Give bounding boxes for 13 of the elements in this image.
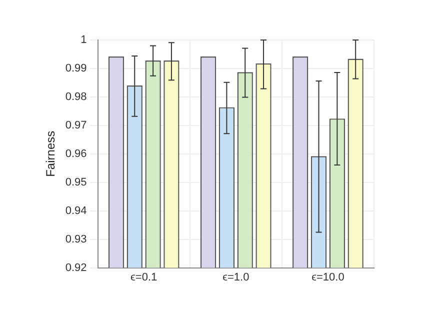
y-tick-label: 0.95 xyxy=(65,176,87,188)
x-tick-label: ϵ=0.1 xyxy=(130,271,158,284)
y-tick-label: 0.96 xyxy=(65,148,87,160)
y-tick-label: 0.98 xyxy=(65,90,87,103)
y-tick-label: 0.99 xyxy=(65,62,87,75)
y-tick-label: 0.92 xyxy=(65,262,87,274)
y-tick-label: 1 xyxy=(80,34,87,46)
y-tick-label: 0.97 xyxy=(65,119,87,132)
x-tick-label: ϵ=10.0 xyxy=(312,271,344,284)
y-axis-title: Fairness xyxy=(44,130,58,177)
y-tick-label: 0.94 xyxy=(65,204,87,217)
y-tick-label: 0.93 xyxy=(65,233,87,246)
x-tick-label: ϵ=1.0 xyxy=(222,271,250,284)
